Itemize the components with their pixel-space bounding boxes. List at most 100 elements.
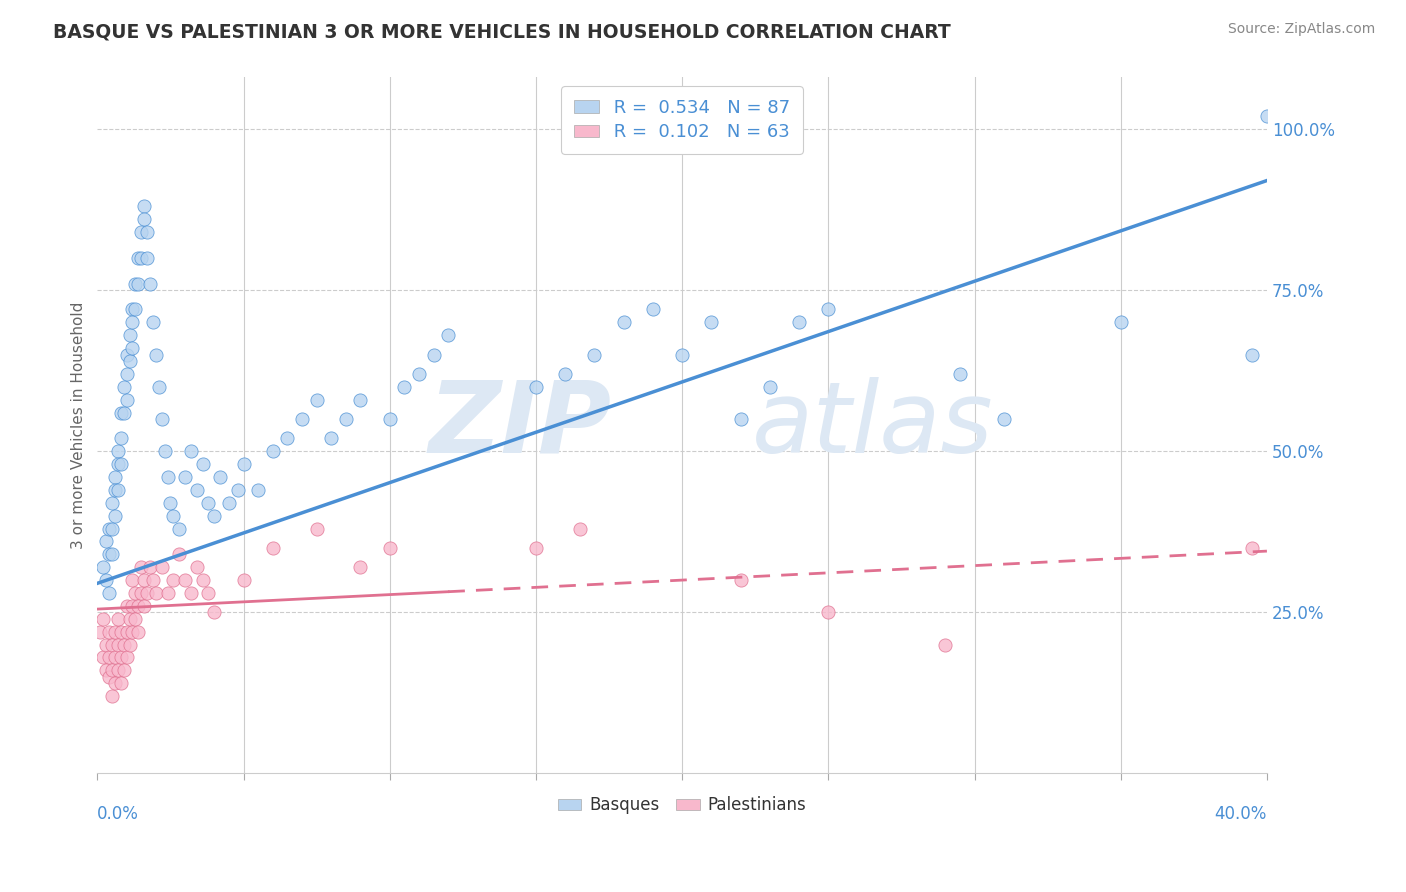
Legend: Basques, Palestinians: Basques, Palestinians bbox=[547, 786, 817, 824]
Point bbox=[700, 315, 723, 329]
Point bbox=[150, 412, 173, 426]
Point bbox=[107, 663, 129, 677]
Point bbox=[101, 663, 124, 677]
Text: Source: ZipAtlas.com: Source: ZipAtlas.com bbox=[1227, 22, 1375, 37]
Point bbox=[787, 315, 810, 329]
Point bbox=[127, 624, 149, 639]
Point bbox=[127, 251, 149, 265]
Point bbox=[124, 612, 146, 626]
Point bbox=[1241, 347, 1264, 361]
Point bbox=[118, 612, 141, 626]
Point bbox=[197, 586, 219, 600]
Point bbox=[91, 650, 114, 665]
Y-axis label: 3 or more Vehicles in Household: 3 or more Vehicles in Household bbox=[72, 301, 86, 549]
Point bbox=[115, 599, 138, 613]
Point bbox=[162, 573, 184, 587]
Point bbox=[349, 560, 371, 574]
Point bbox=[101, 638, 124, 652]
Point bbox=[124, 586, 146, 600]
Point bbox=[121, 624, 143, 639]
Point bbox=[107, 638, 129, 652]
Point bbox=[437, 328, 460, 343]
Point bbox=[115, 367, 138, 381]
Text: 40.0%: 40.0% bbox=[1215, 805, 1267, 822]
Point bbox=[91, 560, 114, 574]
Point bbox=[134, 212, 156, 227]
Point bbox=[408, 367, 430, 381]
Point bbox=[115, 624, 138, 639]
Point bbox=[134, 199, 156, 213]
Point bbox=[186, 560, 208, 574]
Point bbox=[321, 431, 343, 445]
Point bbox=[91, 612, 114, 626]
Point bbox=[335, 412, 357, 426]
Point bbox=[817, 302, 839, 317]
Point bbox=[226, 483, 249, 497]
Point bbox=[993, 412, 1015, 426]
Point bbox=[98, 586, 121, 600]
Point bbox=[124, 277, 146, 291]
Point bbox=[167, 522, 190, 536]
Point bbox=[167, 547, 190, 561]
Point bbox=[136, 225, 159, 239]
Text: atlas: atlas bbox=[752, 377, 994, 474]
Point bbox=[934, 638, 956, 652]
Point bbox=[110, 650, 132, 665]
Point bbox=[232, 573, 254, 587]
Point bbox=[139, 277, 162, 291]
Point bbox=[98, 624, 121, 639]
Point bbox=[524, 541, 547, 555]
Point bbox=[110, 457, 132, 471]
Point bbox=[104, 483, 127, 497]
Point bbox=[104, 650, 127, 665]
Point bbox=[134, 573, 156, 587]
Point bbox=[305, 392, 328, 407]
Point bbox=[118, 354, 141, 368]
Point bbox=[150, 560, 173, 574]
Point bbox=[101, 496, 124, 510]
Point bbox=[153, 444, 176, 458]
Point bbox=[110, 431, 132, 445]
Point bbox=[378, 541, 401, 555]
Point bbox=[671, 347, 693, 361]
Point bbox=[118, 328, 141, 343]
Point bbox=[759, 380, 782, 394]
Point bbox=[129, 251, 152, 265]
Point bbox=[422, 347, 444, 361]
Point bbox=[730, 573, 752, 587]
Point bbox=[104, 508, 127, 523]
Point bbox=[98, 547, 121, 561]
Point bbox=[641, 302, 664, 317]
Point bbox=[127, 599, 149, 613]
Point bbox=[159, 496, 181, 510]
Point bbox=[110, 624, 132, 639]
Point bbox=[583, 347, 606, 361]
Point bbox=[115, 392, 138, 407]
Point bbox=[129, 225, 152, 239]
Point bbox=[180, 586, 202, 600]
Point bbox=[202, 605, 225, 619]
Point bbox=[232, 457, 254, 471]
Text: ZIP: ZIP bbox=[429, 377, 612, 474]
Point bbox=[136, 586, 159, 600]
Point bbox=[276, 431, 298, 445]
Point bbox=[121, 599, 143, 613]
Point bbox=[115, 650, 138, 665]
Point bbox=[174, 470, 197, 484]
Point bbox=[98, 650, 121, 665]
Point bbox=[730, 412, 752, 426]
Point bbox=[291, 412, 314, 426]
Point bbox=[101, 547, 124, 561]
Point bbox=[110, 676, 132, 690]
Point bbox=[101, 522, 124, 536]
Point bbox=[104, 470, 127, 484]
Point bbox=[98, 670, 121, 684]
Point bbox=[349, 392, 371, 407]
Point bbox=[156, 586, 179, 600]
Point bbox=[94, 663, 117, 677]
Point bbox=[112, 405, 135, 419]
Point bbox=[1241, 541, 1264, 555]
Point bbox=[197, 496, 219, 510]
Point bbox=[162, 508, 184, 523]
Point bbox=[121, 302, 143, 317]
